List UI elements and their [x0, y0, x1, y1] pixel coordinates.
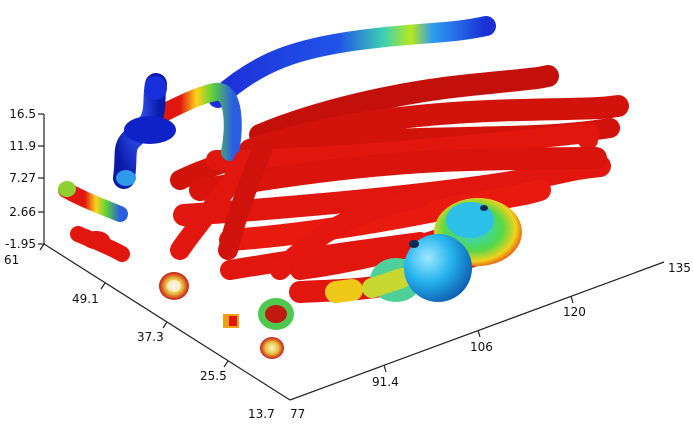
tube	[270, 188, 430, 280]
ring-vessel	[265, 305, 287, 323]
tube	[143, 82, 242, 161]
x-axis-line	[289, 261, 665, 401]
x-tick-mark	[383, 364, 387, 373]
y-tick-mark	[100, 282, 106, 290]
tube	[170, 150, 254, 260]
tube	[206, 123, 600, 170]
cut-vessel-fragment	[229, 316, 237, 326]
z-tick-label: 2.66	[9, 205, 36, 219]
vessel-dark-spot	[409, 240, 419, 248]
x-tick-label: 106	[470, 340, 493, 354]
y-tick-mark	[162, 321, 168, 329]
vessel-bulge	[145, 76, 167, 100]
ring-vessel	[260, 337, 284, 359]
vessel-dark-spot	[480, 205, 488, 211]
y-tick-label: 49.1	[72, 292, 99, 306]
axes: 16.5 11.9 7.27 2.66 -1.95 61 49.1 37.3 2…	[4, 107, 691, 421]
y-tick-mark	[223, 360, 229, 368]
tube	[218, 140, 272, 260]
tube	[325, 279, 363, 303]
aneurysm-cluster	[362, 198, 522, 302]
z-tick-label: 11.9	[9, 139, 36, 153]
y-tick-label: 37.3	[137, 330, 164, 344]
x-tick-label: 120	[563, 305, 586, 319]
y-tick-mark	[39, 243, 45, 251]
vessel-bulge	[446, 202, 494, 238]
tube-group-left	[58, 181, 130, 262]
tube	[362, 268, 412, 298]
z-tick-label: 16.5	[9, 107, 36, 121]
tube	[173, 155, 611, 226]
x-tick-mark	[477, 329, 481, 338]
cut-vessel-rings	[159, 272, 294, 359]
x-tick-label: 135	[668, 261, 691, 275]
tube	[219, 179, 551, 251]
x-tick-label: 77	[290, 407, 305, 421]
tube-group-mid	[170, 140, 611, 280]
y-tick-label: 13.7	[248, 407, 275, 421]
vessel-end-cap	[116, 170, 136, 186]
y-tick-label: 61	[4, 253, 19, 267]
blue-vessel-cluster	[113, 73, 176, 189]
x-tick-mark	[570, 295, 574, 304]
ring-vessel	[167, 280, 181, 292]
tube	[208, 16, 496, 108]
x-tick-label: 91.4	[372, 375, 399, 389]
tube	[249, 65, 559, 146]
y-tick-label: 25.5	[200, 369, 227, 383]
vessel-bulge	[124, 116, 176, 144]
tube	[189, 147, 607, 201]
vessel-end-cap	[58, 181, 76, 197]
z-tick-label: -1.95	[5, 237, 36, 251]
z-tick-label: 7.27	[9, 171, 36, 185]
tube	[239, 95, 629, 161]
large-aneurysm-sphere	[404, 234, 472, 302]
vessel-bulge	[82, 231, 110, 249]
